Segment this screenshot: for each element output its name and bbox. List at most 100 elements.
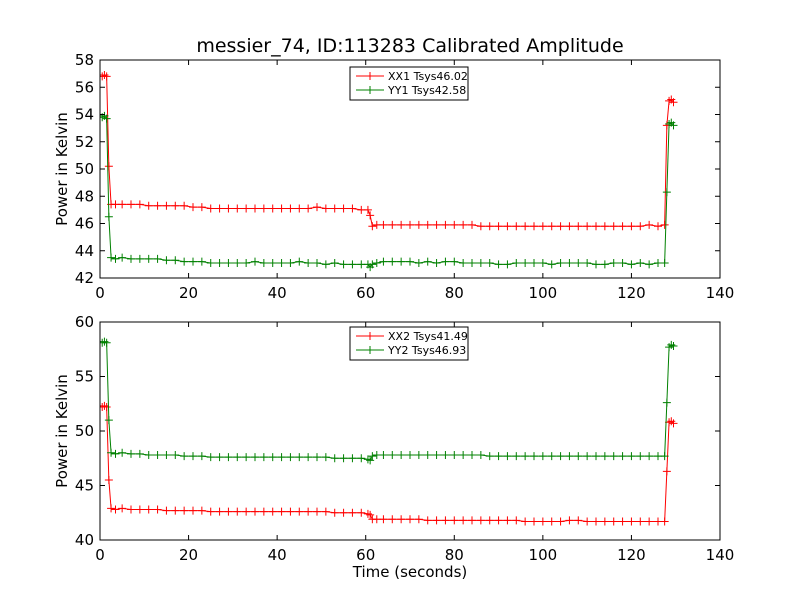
data-point [660,517,669,526]
data-point [468,259,476,268]
data-point [609,452,618,461]
x-tick-label: 100 [529,284,558,302]
x-tick-label: 0 [95,284,105,302]
data-point [565,259,574,268]
data-point [162,256,171,265]
data-point [144,505,153,514]
data-point [197,506,206,515]
data-point [102,403,111,412]
x-tick-label: 140 [706,284,735,302]
data-point [197,257,206,266]
data-point [144,201,153,210]
data-point [348,508,357,517]
data-point [368,222,377,231]
data-point [503,260,512,269]
data-point [242,204,251,213]
data-point [414,259,423,268]
data-point [645,452,654,461]
data-point [432,259,441,268]
data-point [618,452,627,461]
x-tick-label: 80 [445,546,464,564]
data-point [662,398,671,407]
data-point [180,506,189,515]
data-point [468,516,476,525]
data-point [363,205,372,214]
y-tick-label: 46 [75,215,94,233]
data-point [538,452,547,461]
data-point [286,259,295,268]
data-point [162,450,171,459]
y-tick-label: 50 [75,160,94,178]
data-point [180,257,189,266]
data-point [397,450,406,459]
data-point [538,222,547,231]
y-tick-label: 55 [75,368,94,386]
data-point [153,201,162,210]
legend-label: YY1 Tsys42.58 [387,84,466,97]
data-point [304,259,313,268]
data-point [556,259,565,268]
data-point [277,507,286,516]
data-point [104,212,113,221]
data-point [645,517,654,526]
data-point [144,254,153,263]
legend-marker [366,346,374,354]
data-point [111,449,120,458]
data-point [485,452,494,461]
x-tick-label: 120 [617,546,646,564]
data-point [277,259,286,268]
data-point [107,448,116,457]
x-tick-label: 60 [356,546,375,564]
x-tick-label: 120 [617,284,646,302]
data-point [339,508,348,517]
data-point [100,401,109,410]
data-point [388,515,397,524]
data-point [348,260,357,269]
data-point [592,517,600,526]
x-tick-label: 20 [179,284,198,302]
data-point [242,259,251,268]
data-point [600,517,609,526]
series-2 [100,337,678,465]
data-point [665,96,674,105]
data-point [476,222,485,231]
data-point [459,516,468,525]
data-point [304,204,313,213]
data-point [441,516,450,525]
data-point [432,516,441,525]
data-point [414,450,423,459]
data-point [251,507,259,516]
data-point [153,450,162,459]
legend-marker [366,332,374,340]
data-point [366,510,375,519]
data-point [268,453,277,462]
y-tick-label: 52 [75,133,94,151]
data-point [397,515,406,524]
chart-panel-1: 0 20 40 60 80 100 120 140 42 44 46 48 50 52 54 56 58 mess… [53,35,734,302]
series-line [101,405,674,522]
data-point [476,450,485,459]
data-point [357,454,366,463]
data-point [512,452,521,461]
x-axis-label: Time (seconds) [352,563,468,581]
data-point [330,204,339,213]
data-point [388,450,397,459]
x-tick-label: 60 [356,284,375,302]
x-tick-label: 80 [445,284,464,302]
data-point [233,507,242,516]
y-tick-label: 48 [75,187,94,205]
data-point [295,453,304,462]
data-point [414,220,423,229]
data-point [368,452,377,461]
chart-panel-2: 0 20 40 60 80 100 120 140 40 45 50 55 60 Power in Kel… [53,313,734,581]
data-point [259,259,268,268]
data-point [118,200,127,209]
data-point [494,260,503,269]
data-point [645,220,654,229]
data-point [512,516,521,525]
data-point [654,222,662,231]
x-tick-label: 140 [706,546,735,564]
data-point [339,260,348,269]
y-tick-label: 40 [75,531,94,549]
data-point [423,257,432,266]
